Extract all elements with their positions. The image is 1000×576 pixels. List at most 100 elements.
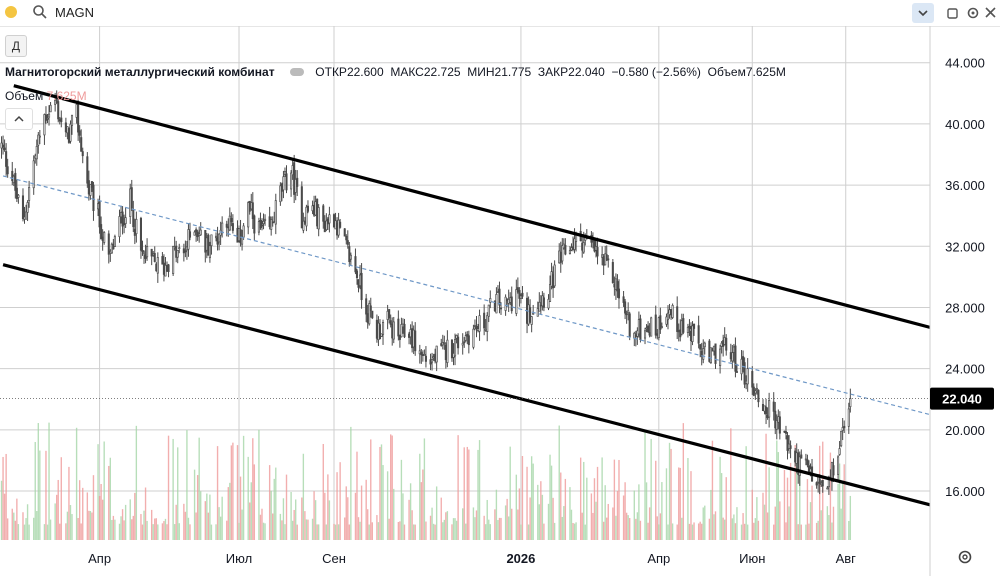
- candle-body: [303, 220, 306, 224]
- candle-body: [268, 216, 271, 228]
- volume-bar: [216, 446, 219, 540]
- volume-bar: [635, 518, 637, 540]
- volume-bar: [356, 451, 358, 540]
- candle: [328, 206, 331, 233]
- candle-body: [242, 225, 245, 238]
- volume-bar: [11, 508, 13, 540]
- volume-bar: [639, 520, 642, 540]
- candle: [188, 222, 192, 241]
- candle: [2, 135, 5, 155]
- candle: [218, 233, 221, 251]
- candle: [302, 212, 305, 234]
- candle: [570, 243, 573, 252]
- candle: [401, 318, 404, 334]
- y-tick-label: 40.000: [945, 117, 985, 132]
- volume-bar: [693, 522, 695, 540]
- candle-body: [625, 313, 628, 316]
- collapse-legend-button[interactable]: [5, 108, 33, 130]
- volume-bar: [78, 480, 81, 540]
- chevron-down-button[interactable]: [912, 3, 934, 23]
- candle-body: [375, 319, 378, 339]
- candle: [237, 225, 241, 243]
- volume-bar: [454, 518, 456, 540]
- candle: [285, 165, 288, 194]
- volume-bar: [840, 508, 842, 540]
- volume-bar: [354, 492, 357, 540]
- volume-bar: [46, 524, 49, 540]
- volume-bar: [382, 465, 384, 540]
- candle: [594, 239, 598, 258]
- volume-bar: [520, 524, 522, 540]
- candle: [441, 334, 444, 350]
- candle-body: [380, 333, 383, 337]
- candle: [450, 339, 454, 362]
- candle: [601, 246, 604, 266]
- volume-bar: [229, 482, 231, 540]
- candle-body: [605, 254, 608, 261]
- candle: [391, 317, 394, 346]
- candle-body: [322, 205, 325, 222]
- search-icon[interactable]: [32, 4, 48, 20]
- volume-bar: [77, 518, 79, 540]
- volume-bar: [806, 479, 809, 540]
- volume-bar: [682, 423, 685, 540]
- candle-body: [467, 335, 470, 346]
- chart-settings-icon[interactable]: [956, 548, 974, 566]
- candle-body: [429, 359, 432, 365]
- candle: [472, 324, 475, 350]
- candle-body: [461, 342, 464, 346]
- candle: [257, 217, 260, 236]
- candle: [38, 130, 41, 145]
- volume-bar: [455, 520, 458, 540]
- volume-bar: [69, 505, 72, 540]
- candle: [231, 214, 234, 234]
- volume-bar: [606, 517, 608, 540]
- candle: [510, 286, 513, 314]
- candle: [676, 296, 679, 340]
- candle: [17, 193, 20, 204]
- candle-body: [47, 113, 51, 118]
- candle-body: [218, 233, 221, 243]
- candle-body: [37, 134, 40, 146]
- candle-body: [300, 186, 303, 229]
- price-axis[interactable]: 16.000 20.000 24.000 28.000 32.000 36.000 40.0…: [945, 56, 985, 499]
- candle: [550, 262, 553, 290]
- time-axis[interactable]: Апр Июл Сен 2026 Апр Июн Авг: [88, 551, 856, 566]
- candle-body: [58, 119, 61, 122]
- candle: [804, 453, 807, 466]
- candle-body: [677, 330, 680, 333]
- candle: [360, 263, 363, 309]
- visibility-toggle-icon[interactable]: [289, 68, 304, 77]
- candle-body: [26, 202, 29, 213]
- volume-bar: [811, 485, 813, 540]
- candle: [403, 318, 406, 339]
- candle-body: [657, 317, 660, 339]
- candle-body: [107, 233, 110, 255]
- candle: [86, 152, 89, 188]
- candle: [840, 430, 843, 448]
- candle-body: [142, 251, 146, 254]
- window-maximize-button[interactable]: [944, 3, 962, 23]
- volume-bar: [164, 518, 167, 540]
- candle-body: [420, 352, 423, 356]
- symbol-search-input[interactable]: MAGN: [55, 5, 94, 20]
- candle-body: [357, 279, 360, 288]
- candle-body: [466, 333, 469, 337]
- candle: [519, 293, 522, 304]
- candle: [743, 357, 746, 389]
- volume-bar: [25, 518, 27, 540]
- volume-bar: [241, 509, 243, 540]
- candle: [139, 216, 142, 259]
- x-tick-label: Июн: [739, 551, 765, 566]
- period-button[interactable]: Д: [5, 35, 27, 57]
- volume-bar: [529, 497, 531, 540]
- candle: [49, 101, 52, 113]
- window-settings-button[interactable]: [964, 3, 982, 23]
- volume-bar: [547, 503, 550, 540]
- window-close-button[interactable]: [982, 3, 1000, 23]
- candle: [345, 234, 348, 245]
- price-chart[interactable]: 16.000 20.000 24.000 28.000 32.000 36.000 40.0…: [0, 26, 1000, 576]
- candle: [443, 335, 446, 350]
- candle-body: [248, 200, 251, 212]
- candle: [571, 236, 575, 252]
